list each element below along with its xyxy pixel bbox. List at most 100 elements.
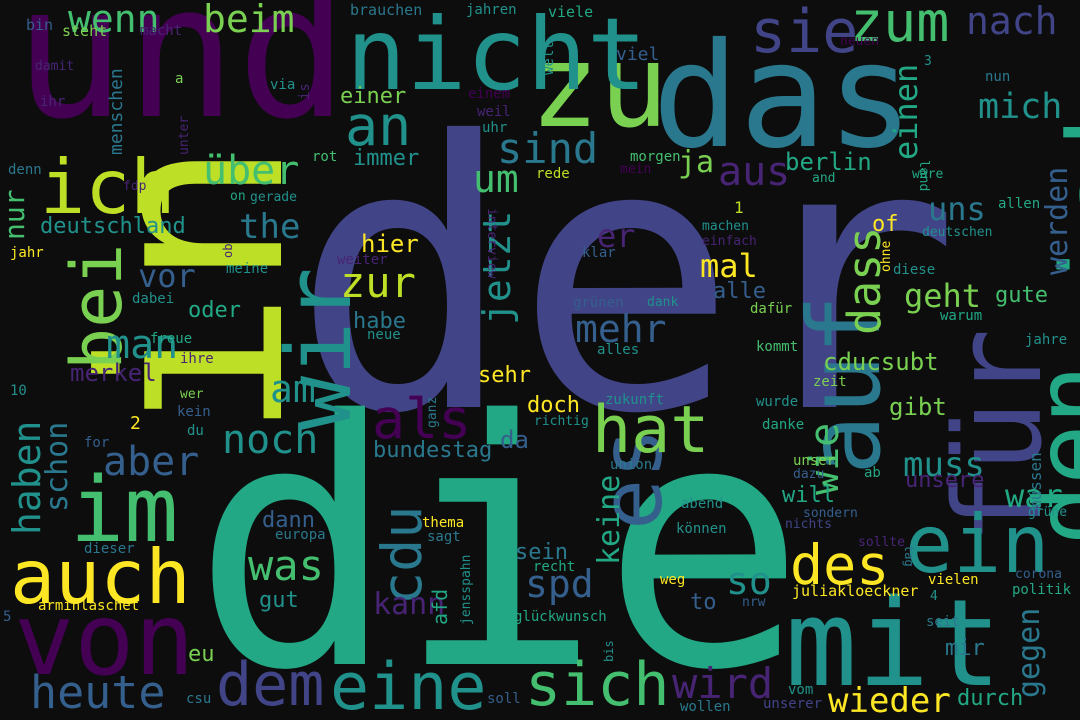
word: sich [525,650,670,720]
word: morgen [630,149,681,165]
word: dem [216,650,325,720]
word: nach [966,0,1058,43]
word: geht [904,277,982,315]
word: nichts [785,517,832,532]
word: weiter [337,252,388,268]
word: mal [700,247,758,285]
word: freue [150,331,193,347]
word: so [726,559,772,603]
word: uhr [482,120,508,136]
word: durch [957,686,1024,711]
word: der [292,65,961,495]
word: union [610,457,653,473]
word: wird [672,659,774,708]
word: und [14,0,349,160]
word: einem [468,86,511,102]
word: warum [940,308,983,324]
word: neuen [840,34,880,49]
word: politik [1012,582,1072,598]
word: noch [222,417,319,463]
word: 10 [10,383,27,399]
word: sondern [803,506,858,521]
word: vielen [928,572,979,588]
word: wieder [828,681,951,720]
word: spd [525,562,594,606]
word: ab [864,465,881,481]
word: kommt [756,339,799,355]
word: seit [926,614,960,630]
word: unserer [763,696,823,712]
word: im [70,458,179,563]
word: zur [340,258,416,307]
word: ihr [40,94,66,110]
word: weil [477,104,511,120]
word: soll [487,691,521,707]
word: for [84,435,110,451]
word: machen [702,219,749,234]
word: alle [713,279,766,304]
word: ein [905,498,1050,591]
word: dieser [84,541,135,557]
word: bundestag [373,438,493,463]
word: via [270,77,296,93]
word: weg [660,572,686,588]
word: vom [788,682,814,698]
word: muss [903,445,985,485]
word: fdp [123,179,147,194]
word: is [297,83,313,100]
word: ihre [180,351,214,367]
word: damit [35,59,75,74]
word: zeit [813,374,847,390]
word: danke [762,417,805,433]
word: deutschen [922,225,993,240]
word: jahr [10,245,44,261]
word: 3 [924,54,932,69]
word: rede [536,166,570,182]
word: on [230,189,246,204]
word: an [345,94,412,158]
word: kann [373,587,446,622]
word: a [175,71,184,87]
word: jahre [1025,332,1068,348]
word: können [676,521,727,537]
word: csu [186,691,212,707]
word: will [782,483,835,508]
word: schon [40,421,75,512]
word: ganz [425,396,440,428]
word: glückwunsch [514,609,607,625]
word: zu [530,20,669,154]
word: 5 [3,609,12,625]
word: wer [180,387,204,402]
word: tag [902,545,916,567]
word: hier [361,230,419,258]
word: beim [203,0,295,41]
word: sein [515,540,568,565]
word: nun [985,69,1011,85]
word: afd [428,588,452,625]
word: berlin [785,148,872,176]
word: über [203,148,300,194]
word: allen [998,196,1041,212]
word: eu [188,642,215,667]
word: gut [259,588,299,613]
word: einen [887,63,925,160]
word: jahren [466,2,517,18]
word: gute [995,283,1048,308]
word: auch [10,533,191,621]
word: dank [647,295,679,310]
word: unsere [905,468,985,493]
word: klar [582,245,616,261]
word: gibt [889,393,947,421]
word: mir [945,636,985,661]
word: oder [188,298,241,323]
word: zum [850,0,950,54]
word: mit [785,575,1002,714]
word: war [1005,477,1063,515]
word: and [812,171,836,186]
word: dazu [793,467,825,482]
word: von [14,581,195,698]
word: menschen [106,68,127,155]
word: brauchen [350,1,423,19]
word: müssen [1026,452,1045,510]
